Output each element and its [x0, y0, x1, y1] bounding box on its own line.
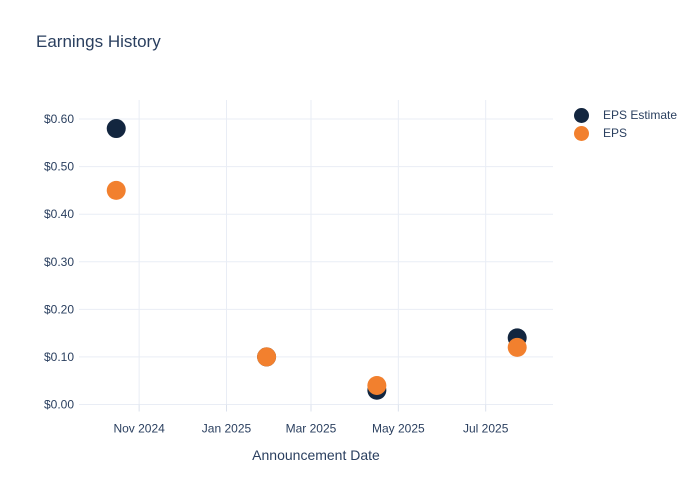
x-tick-label: Jan 2025	[202, 422, 252, 436]
y-tick-label: $0.10	[44, 350, 74, 364]
x-axis-title: Announcement Date	[252, 447, 380, 463]
x-tick-label: Nov 2024	[113, 422, 165, 436]
eps-estimate-point[interactable]	[106, 119, 126, 139]
eps-point[interactable]	[106, 180, 126, 200]
y-tick-label: $0.60	[44, 112, 74, 126]
eps-swatch-icon	[574, 125, 589, 141]
eps-point[interactable]	[257, 347, 277, 367]
eps-estimate-swatch-icon	[574, 107, 589, 123]
chart-title: Earnings History	[36, 32, 161, 51]
y-tick-label: $0.20	[44, 302, 74, 316]
x-tick-label: Jul 2025	[463, 422, 509, 436]
legend: EPS Estimate EPS	[574, 106, 677, 142]
eps-point[interactable]	[367, 375, 387, 395]
y-tick-label: $0.00	[44, 398, 74, 412]
legend-label: EPS	[603, 126, 628, 140]
x-tick-label: Mar 2025	[286, 422, 337, 436]
y-tick-label: $0.30	[44, 255, 74, 269]
x-tick-label: May 2025	[372, 422, 425, 436]
legend-label: EPS Estimate	[603, 108, 678, 122]
y-tick-label: $0.50	[44, 160, 74, 174]
eps-point[interactable]	[507, 337, 527, 357]
legend-item-eps-estimate[interactable]: EPS Estimate	[574, 106, 677, 124]
y-tick-label: $0.40	[44, 207, 74, 221]
legend-item-eps[interactable]: EPS	[574, 124, 677, 142]
